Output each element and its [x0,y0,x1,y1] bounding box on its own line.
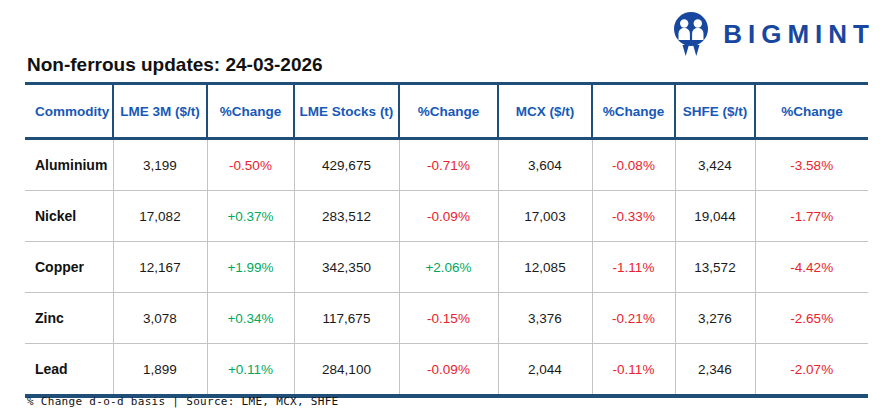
percent-change-cell: -1.11% [592,242,675,293]
value-cell: 342,350 [294,242,399,293]
value-cell: 3,604 [498,139,592,191]
value-cell: 3,078 [113,293,207,344]
percent-change-cell: -0.09% [399,344,498,397]
column-header-lme-3m-change: %Change [207,84,294,139]
non-ferrous-update-card: BIGMINT Non-ferrous updates: 24-03-2026 … [0,0,891,417]
bigmint-brand-text: BIGMINT [723,19,875,50]
table-body: Aluminium3,199-0.50%429,675-0.71%3,604-0… [25,139,868,397]
column-header-commodity: Commodity [25,84,113,139]
value-cell: 3,424 [675,139,755,191]
percent-change-cell: +0.34% [207,293,294,344]
percent-change-cell: -2.07% [755,344,868,397]
percent-change-cell: -3.58% [755,139,868,191]
value-cell: 429,675 [294,139,399,191]
table-row: Zinc3,078+0.34%117,675-0.15%3,376-0.21%3… [25,293,868,344]
value-cell: 2,044 [498,344,592,397]
column-header-lme-stocks: LME Stocks (t) [294,84,399,139]
column-header-shfe-change: %Change [755,84,868,139]
percent-change-cell: +0.11% [207,344,294,397]
column-header-mcx: MCX ($/t) [498,84,592,139]
table-row: Lead1,899+0.11%284,100-0.09%2,044-0.11%2… [25,344,868,397]
column-header-shfe: SHFE ($/t) [675,84,755,139]
column-header-lme-3m: LME 3M ($/t) [113,84,207,139]
commodity-cell: Lead [25,344,113,397]
bigmint-logo: BIGMINT [671,10,875,58]
percent-change-cell: -0.21% [592,293,675,344]
column-header-mcx-change: %Change [592,84,675,139]
percent-change-cell: -0.33% [592,191,675,242]
value-cell: 3,276 [675,293,755,344]
percent-change-cell: +0.37% [207,191,294,242]
value-cell: 12,167 [113,242,207,293]
commodity-cell: Aluminium [25,139,113,191]
percent-change-cell: -0.50% [207,139,294,191]
percent-change-cell: -0.15% [399,293,498,344]
percent-change-cell: -4.42% [755,242,868,293]
percent-change-cell: +2.06% [399,242,498,293]
value-cell: 284,100 [294,344,399,397]
percent-change-cell: -0.11% [592,344,675,397]
bigmint-mascot-icon [671,10,711,58]
table-row: Nickel17,082+0.37%283,512-0.09%17,003-0.… [25,191,868,242]
percent-change-cell: -2.65% [755,293,868,344]
source-footnote: % Change d-o-d basis | Source: LME, MCX,… [27,395,339,408]
value-cell: 3,199 [113,139,207,191]
value-cell: 2,346 [675,344,755,397]
percent-change-cell: -0.08% [592,139,675,191]
commodity-cell: Copper [25,242,113,293]
commodity-cell: Nickel [25,191,113,242]
column-header-lme-stocks-change: %Change [399,84,498,139]
value-cell: 17,003 [498,191,592,242]
commodity-cell: Zinc [25,293,113,344]
value-cell: 1,899 [113,344,207,397]
value-cell: 13,572 [675,242,755,293]
table-header: Commodity LME 3M ($/t) %Change LME Stock… [25,84,868,139]
value-cell: 117,675 [294,293,399,344]
percent-change-cell: -0.09% [399,191,498,242]
table-row: Copper12,167+1.99%342,350+2.06%12,085-1.… [25,242,868,293]
value-cell: 17,082 [113,191,207,242]
non-ferrous-price-table: Commodity LME 3M ($/t) %Change LME Stock… [25,82,868,398]
value-cell: 283,512 [294,191,399,242]
percent-change-cell: -1.77% [755,191,868,242]
value-cell: 12,085 [498,242,592,293]
percent-change-cell: -0.71% [399,139,498,191]
table-row: Aluminium3,199-0.50%429,675-0.71%3,604-0… [25,139,868,191]
page-title: Non-ferrous updates: 24-03-2026 [27,54,323,76]
percent-change-cell: +1.99% [207,242,294,293]
value-cell: 3,376 [498,293,592,344]
value-cell: 19,044 [675,191,755,242]
